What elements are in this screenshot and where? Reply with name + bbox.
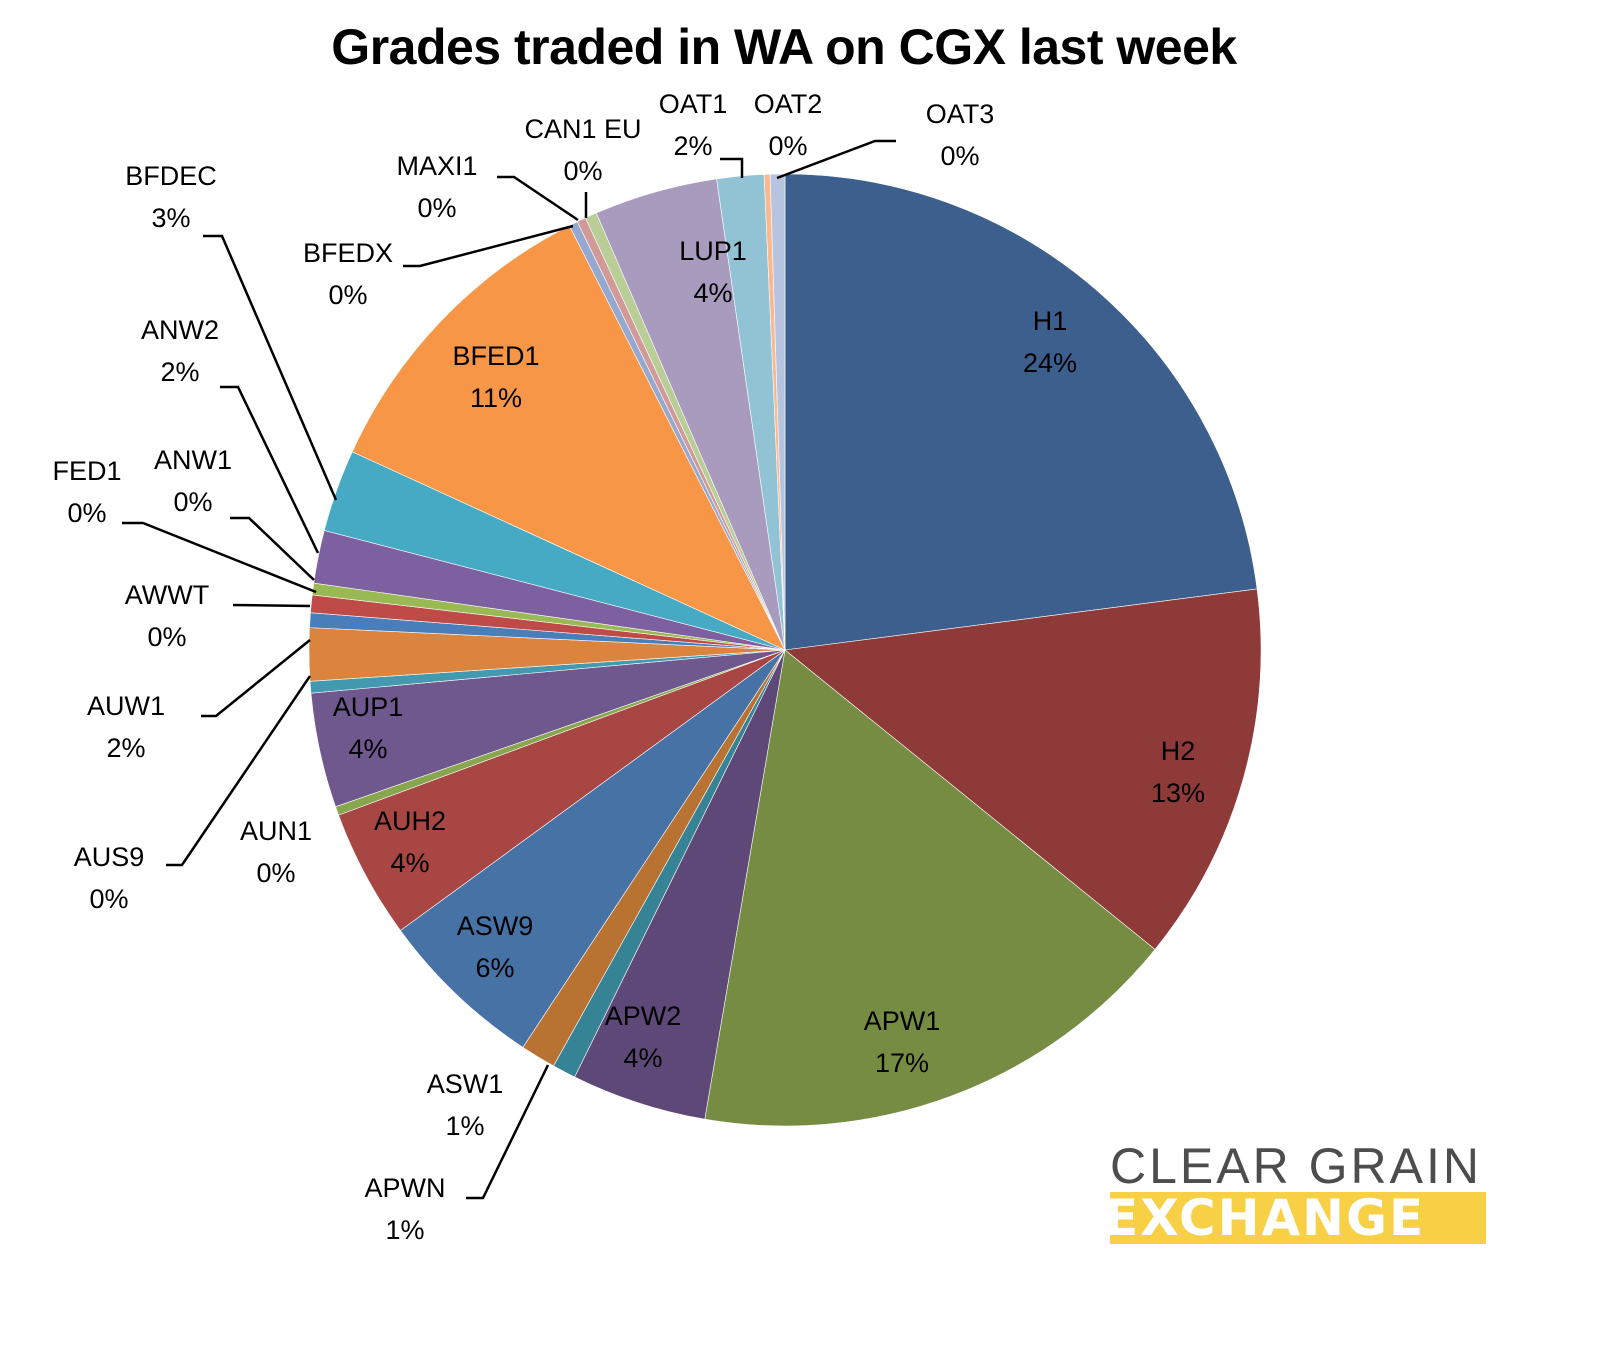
data-label-aus9: AUS9 0% bbox=[74, 842, 145, 914]
data-label-auw1: AUW1 2% bbox=[87, 691, 165, 763]
leader-line-asw1-apwn bbox=[466, 1064, 550, 1200]
leader-line-awwt bbox=[232, 603, 311, 608]
data-label-asw9: ASW9 6% bbox=[457, 911, 534, 983]
data-label-h1: H1 24% bbox=[1023, 306, 1077, 378]
pie-slice-asw9 bbox=[400, 649, 786, 1048]
data-label-oat3: OAT3 0% bbox=[926, 99, 995, 171]
data-label-fed1: FED1 0% bbox=[52, 456, 121, 528]
leader-line-bfdec bbox=[203, 234, 338, 501]
leader-line-aus9 bbox=[166, 675, 312, 867]
data-label-oat1: OAT1 2% bbox=[659, 89, 728, 161]
pie-slices bbox=[308, 173, 1262, 1127]
data-label-awwt: AWWT 0% bbox=[125, 580, 209, 652]
data-label-apw1: APW1 17% bbox=[864, 1006, 941, 1078]
data-label-h2: H2 13% bbox=[1151, 736, 1205, 808]
data-label-aun1: AUN1 0% bbox=[240, 816, 312, 888]
data-label-auh2: AUH2 4% bbox=[374, 806, 446, 878]
leader-lines bbox=[122, 139, 896, 1200]
data-label-anw2: ANW2 2% bbox=[141, 315, 219, 387]
data-label-bfdec: BFDEC 3% bbox=[125, 161, 217, 233]
leader-line-maxi1 bbox=[497, 175, 579, 222]
clear-grain-exchange-logo: CLEAR GRAIN EXCHANGE bbox=[1110, 1140, 1490, 1244]
data-label-can1-eu: CAN1 EU 0% bbox=[524, 114, 641, 186]
leader-line-fed1 bbox=[122, 521, 317, 594]
pie-slice-h1 bbox=[784, 173, 1258, 651]
data-label-apwn: APWN 1% bbox=[365, 1173, 446, 1245]
chart-title: Grades traded in WA on CGX last week bbox=[331, 19, 1237, 75]
pie-slice-bfed1 bbox=[351, 225, 786, 651]
data-label-aup1: AUP1 4% bbox=[333, 692, 404, 764]
pie-slice-apw1 bbox=[704, 649, 1156, 1127]
data-label-bfedx: BFEDX 0% bbox=[303, 238, 393, 310]
data-label-apw2: APW2 4% bbox=[605, 1001, 682, 1073]
data-label-anw1: ANW1 0% bbox=[154, 445, 232, 517]
data-label-oat2: OAT2 0% bbox=[754, 89, 823, 161]
data-label-bfed1: BFED1 11% bbox=[452, 341, 539, 413]
data-label-maxi1: MAXI1 0% bbox=[396, 151, 477, 223]
leader-line-oat3 bbox=[776, 139, 896, 180]
leader-line-anw1 bbox=[230, 516, 315, 581]
data-label-lup1: LUP1 4% bbox=[679, 236, 747, 308]
leader-line-bfedx bbox=[403, 224, 574, 268]
pie-slice-h2 bbox=[784, 588, 1262, 950]
data-labels: H1 24% H2 13% APW1 17% APW2 4% ASW9 6%AUH2 4% AUP1 4… bbox=[52, 89, 1205, 1245]
data-label-asw1: ASW1 1% bbox=[427, 1069, 504, 1141]
leader-line-auw1 bbox=[201, 639, 311, 718]
leader-line-oat1 bbox=[720, 157, 744, 178]
logo-line-1: CLEAR GRAIN bbox=[1110, 1138, 1482, 1194]
logo-line-2: EXCHANGE bbox=[1110, 1192, 1486, 1244]
leader-line-anw2 bbox=[220, 385, 320, 554]
